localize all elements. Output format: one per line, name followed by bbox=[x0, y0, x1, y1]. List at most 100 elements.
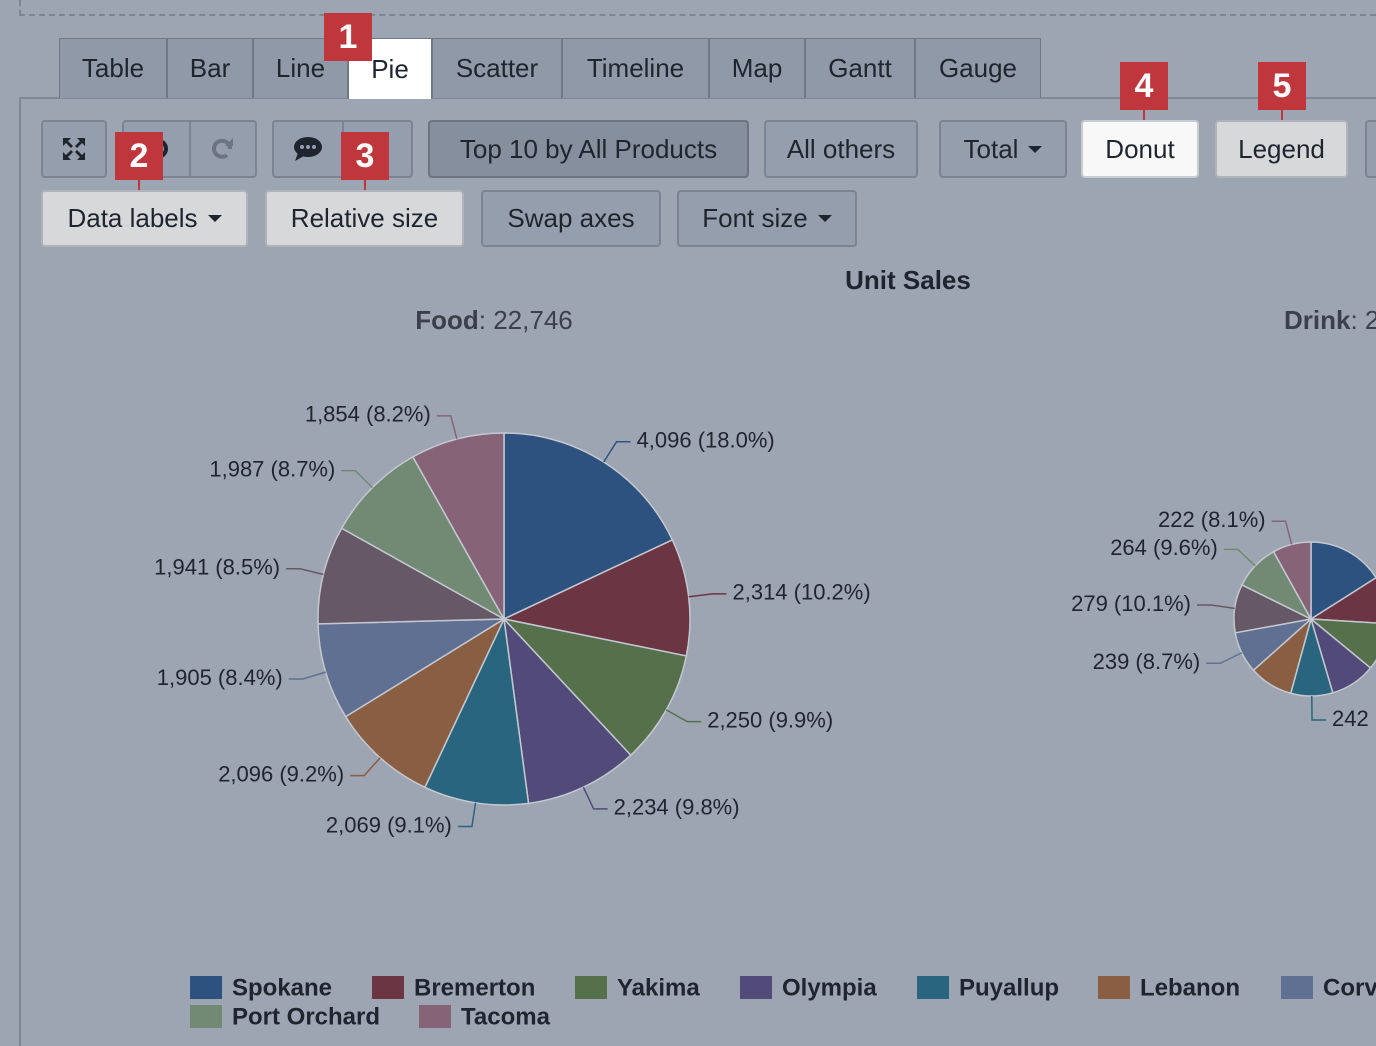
pie-slice bbox=[411, 432, 505, 622]
data-label: 242 (8.8%) bbox=[1332, 706, 1376, 731]
tab[interactable]: Scatter bbox=[432, 38, 562, 98]
pie-slice bbox=[1310, 541, 1376, 621]
pie-slice bbox=[503, 432, 674, 621]
data-label: 2,250 (9.9%) bbox=[707, 707, 833, 732]
pie-slice bbox=[317, 618, 507, 718]
pie-slice bbox=[344, 617, 506, 789]
legend-swatch bbox=[190, 1005, 222, 1028]
legend-swatch bbox=[740, 976, 772, 999]
data-label: 264 (9.6%) bbox=[1110, 535, 1218, 560]
legend-swatch bbox=[917, 976, 949, 999]
annotation-button[interactable] bbox=[272, 120, 344, 178]
button-label: Total bbox=[963, 133, 1019, 164]
pie-total: : 2,745 bbox=[1350, 305, 1376, 335]
pie-total: : 22,746 bbox=[479, 305, 573, 335]
swap-axes-button[interactable]: Swap axes bbox=[481, 190, 661, 247]
top-filter-button[interactable]: Top 10 by All Products bbox=[428, 120, 749, 178]
tab[interactable]: Pie bbox=[348, 38, 432, 99]
tab[interactable]: Bar bbox=[167, 38, 253, 98]
badge: 1 bbox=[324, 13, 372, 61]
tab[interactable]: Gauge bbox=[915, 38, 1041, 98]
pie-slice bbox=[501, 538, 691, 657]
redo-icon bbox=[212, 138, 233, 159]
button-label: Donut bbox=[1105, 133, 1175, 164]
legend-label: Port Orchard bbox=[232, 1003, 380, 1030]
data-label: 4,096 (18.0%) bbox=[637, 428, 775, 453]
badge: 4 bbox=[1120, 62, 1168, 110]
legend-label: Spokane bbox=[232, 974, 332, 1001]
label-connector bbox=[288, 671, 326, 680]
label-connector bbox=[436, 415, 458, 440]
badge-stem bbox=[1281, 110, 1283, 120]
legend-swatch bbox=[1098, 976, 1130, 999]
data-labels-dropdown[interactable]: Data labels bbox=[41, 190, 248, 247]
tab[interactable]: Map bbox=[709, 38, 805, 98]
pie-slice bbox=[340, 455, 506, 621]
legend-swatch bbox=[1281, 976, 1313, 999]
fullscreen-button[interactable] bbox=[41, 120, 107, 178]
chart-title: Unit Sales bbox=[845, 265, 971, 295]
legend-label: Corv bbox=[1323, 974, 1376, 1001]
data-label: 1,905 (8.4%) bbox=[157, 665, 283, 690]
data-label: 239 (8.7%) bbox=[1093, 649, 1201, 674]
label-connector bbox=[603, 440, 631, 463]
tab[interactable]: Table bbox=[59, 38, 167, 98]
legend-swatch bbox=[419, 1005, 451, 1028]
legend-label: Bremerton bbox=[414, 974, 535, 1001]
data-label: 2,234 (9.8%) bbox=[614, 795, 740, 820]
badge-stem bbox=[138, 180, 140, 190]
legend-swatch bbox=[575, 976, 607, 999]
tab[interactable]: Timeline bbox=[562, 38, 709, 98]
label-connector bbox=[665, 709, 702, 723]
button-label: Font size bbox=[702, 203, 808, 233]
legend-label: Puyallup bbox=[959, 974, 1059, 1001]
button-label: All others bbox=[786, 133, 896, 164]
label-connector bbox=[1271, 520, 1293, 545]
tab[interactable]: Gantt bbox=[805, 38, 915, 98]
badge: 2 bbox=[115, 132, 163, 180]
label-connector bbox=[1206, 652, 1243, 665]
caret bbox=[1028, 145, 1043, 153]
label-connector bbox=[1311, 695, 1327, 721]
legend-label: Tacoma bbox=[461, 1003, 551, 1030]
legend-swatch bbox=[372, 976, 404, 999]
badge-stem bbox=[364, 180, 366, 190]
relative-size-button[interactable]: Relative size bbox=[265, 190, 464, 247]
button-label: Legend bbox=[1238, 133, 1325, 164]
data-label: 279 (10.1%) bbox=[1071, 591, 1191, 616]
panel bbox=[19, 97, 1376, 1046]
data-label: 2,069 (9.1%) bbox=[326, 812, 452, 837]
pie-subtitle: Drink: 2,745 bbox=[1284, 305, 1376, 335]
font-size-dropdown[interactable]: Font size bbox=[677, 190, 857, 247]
pie-name: Drink bbox=[1284, 305, 1351, 335]
badge: 3 bbox=[341, 132, 389, 180]
comment-icon bbox=[294, 137, 322, 161]
button-label: Data labels bbox=[67, 203, 198, 233]
legend-button[interactable]: Legend bbox=[1215, 120, 1348, 178]
data-label: 1,941 (8.5%) bbox=[154, 555, 280, 580]
label-connector bbox=[1223, 548, 1256, 567]
label-connector bbox=[350, 757, 381, 777]
pie-subtitle: Food: 22,746 bbox=[415, 305, 573, 335]
legend-label: Olympia bbox=[782, 974, 877, 1001]
label-connector bbox=[688, 593, 727, 598]
expand-icon bbox=[63, 138, 85, 160]
data-label: 2,314 (10.2%) bbox=[732, 580, 870, 605]
donut-button[interactable]: Donut bbox=[1081, 120, 1199, 178]
redo-button[interactable] bbox=[189, 120, 257, 178]
others-button[interactable]: All others bbox=[764, 120, 918, 178]
caret bbox=[817, 215, 832, 222]
legend-swatch bbox=[190, 976, 222, 999]
drop-zone bbox=[19, 0, 1376, 16]
label-connector bbox=[457, 802, 477, 828]
total-dropdown[interactable]: Total bbox=[939, 120, 1067, 178]
more-button[interactable] bbox=[1365, 120, 1376, 178]
data-label: 1,854 (8.2%) bbox=[305, 402, 431, 427]
legend-label: Lebanon bbox=[1140, 974, 1240, 1001]
label-connector bbox=[582, 786, 608, 810]
data-label: 1,987 (8.7%) bbox=[209, 456, 335, 481]
pie-slice bbox=[317, 527, 507, 625]
label-connector bbox=[341, 469, 373, 489]
